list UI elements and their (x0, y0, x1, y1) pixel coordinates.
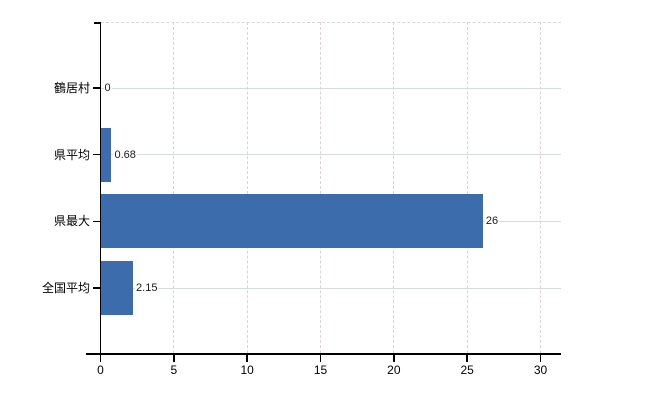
category-label: 県平均 (53, 147, 90, 162)
v-gridline (466, 22, 468, 353)
x-tick (173, 354, 175, 362)
bar (101, 127, 112, 182)
category-label: 県最大 (53, 214, 90, 229)
y-tick (93, 153, 100, 156)
v-gridline (320, 22, 321, 353)
x-axis-line (86, 353, 561, 355)
y-tick (93, 87, 100, 89)
x-tick-label: 20 (387, 363, 401, 377)
x-tick-label: 25 (460, 363, 474, 377)
v-gridline (246, 22, 248, 353)
v-gridline (173, 22, 175, 353)
value-label: 0 (103, 81, 112, 95)
x-tick (99, 354, 102, 362)
v-gridline (393, 22, 395, 353)
y-axis-line (99, 22, 102, 362)
x-tick (393, 354, 395, 362)
h-gridline (100, 154, 561, 156)
bar (101, 261, 133, 316)
plot-top-border (100, 22, 561, 23)
x-tick-label: 0 (97, 363, 104, 377)
value-label: 26 (484, 214, 500, 229)
y-tick (93, 287, 100, 289)
x-tick (246, 354, 248, 362)
x-tick-label: 5 (170, 363, 178, 377)
category-label: 全国平均 (41, 281, 90, 296)
x-tick (319, 354, 322, 362)
x-tick (539, 354, 542, 362)
h-gridline (100, 287, 561, 289)
y-axis-top-cap (93, 22, 101, 24)
x-tick-label: 15 (313, 363, 328, 377)
x-tick (466, 354, 468, 362)
h-gridline (100, 87, 561, 89)
x-tick-label: 10 (240, 363, 254, 377)
v-gridline (540, 22, 541, 353)
value-label: 2.15 (135, 281, 159, 296)
x-tick-label: 30 (533, 363, 548, 377)
y-tick (93, 220, 100, 223)
bar (101, 194, 483, 249)
value-label: 0.68 (113, 147, 137, 162)
category-label: 鶴居村 (53, 81, 90, 95)
